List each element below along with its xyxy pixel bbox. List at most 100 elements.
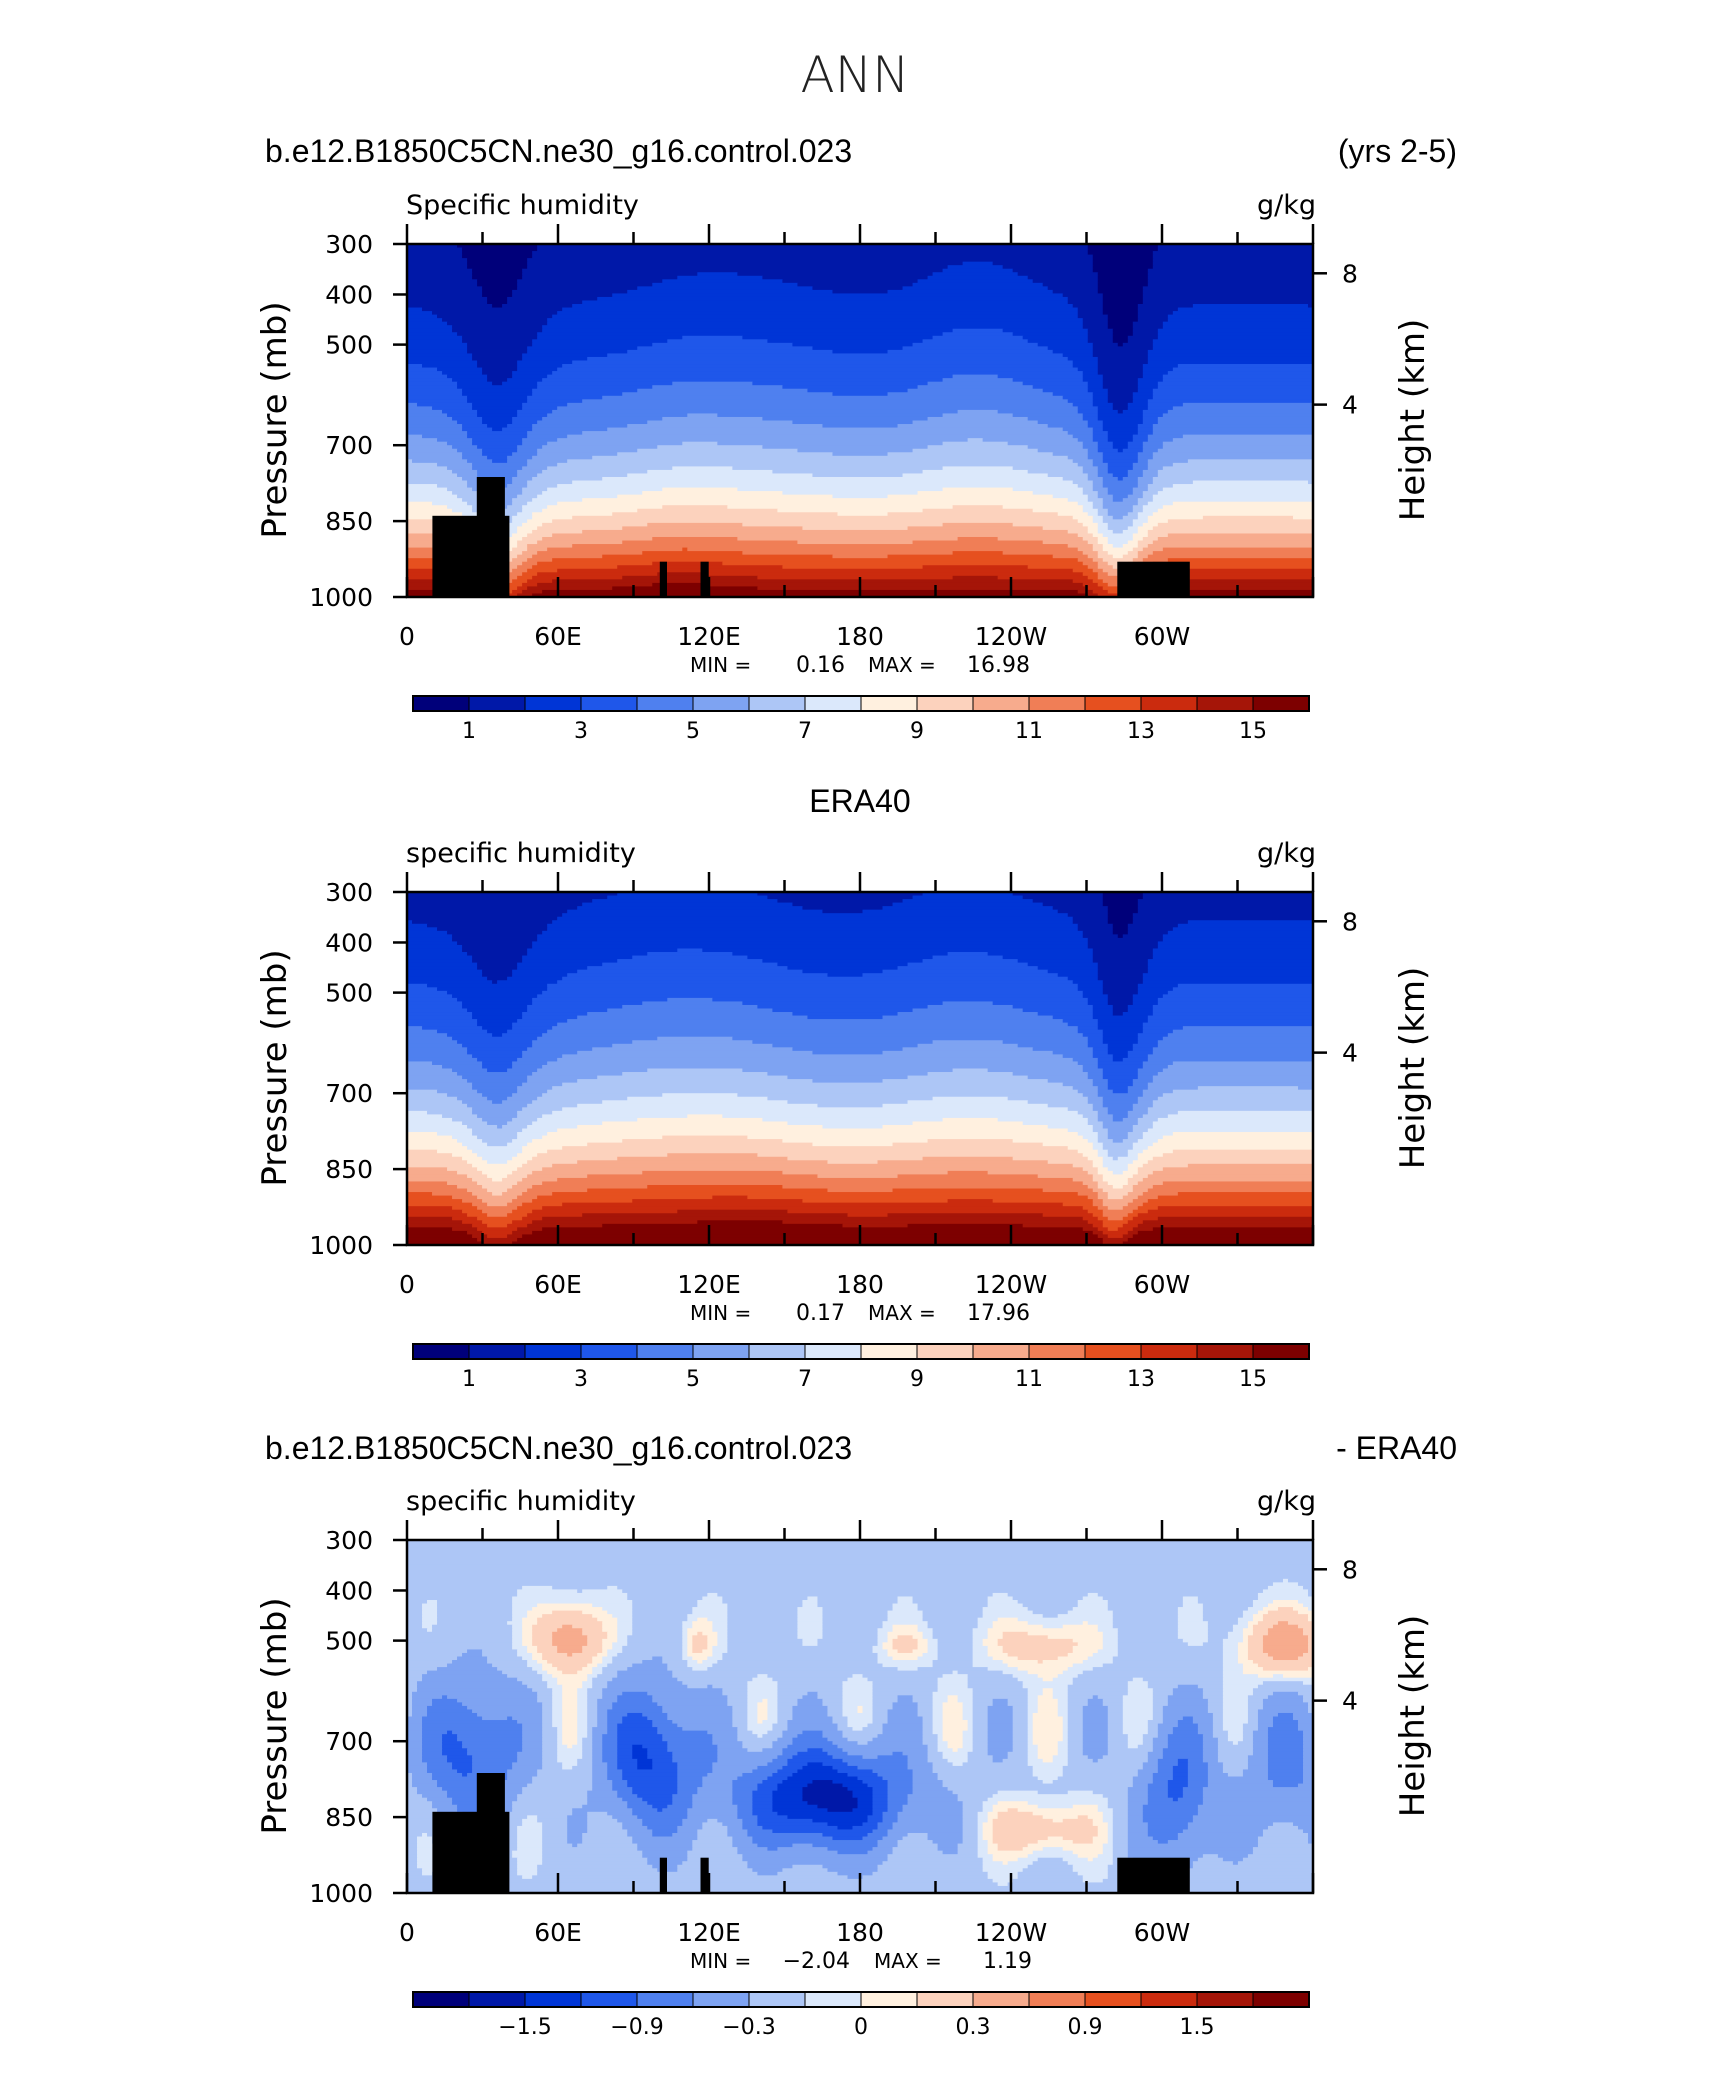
contour-cell: [407, 402, 418, 407]
contour-cell: [907, 962, 1029, 967]
contour-cell: [727, 1649, 874, 1654]
contour-cell: [927, 1748, 939, 1753]
contour-cell: [972, 1698, 994, 1703]
contour-cell: [607, 427, 1064, 432]
contour-cell: [452, 445, 478, 450]
contour-cell: [517, 565, 533, 570]
panel-header-center: ERA40: [809, 783, 910, 819]
contour-cell: [557, 438, 969, 443]
contour-cell: [1017, 1656, 1059, 1661]
contour-cell: [1017, 1600, 1079, 1605]
contour-cell: [1082, 1712, 1109, 1718]
contour-cell: [1177, 1110, 1313, 1115]
contour-cell: [792, 1716, 834, 1721]
contour-cell: [1077, 1132, 1099, 1137]
contour-cell: [527, 1645, 538, 1651]
contour-cell: [1147, 399, 1313, 404]
contour-cell: [1062, 1624, 1099, 1629]
contour-cell: [1107, 1086, 1129, 1091]
contour-cell: [1307, 480, 1313, 485]
contour-cell: [517, 1132, 548, 1137]
contour-cell: [477, 1206, 518, 1211]
contour-cell: [1107, 536, 1134, 542]
contour-cell: [677, 1780, 703, 1785]
contour-cell: [422, 1617, 438, 1622]
contour-cell: [407, 1688, 418, 1693]
contour-cell: [407, 1082, 473, 1087]
contour-cell: [957, 1850, 979, 1855]
contour-cell: [1107, 526, 1129, 531]
y-axis-label: Pressure (mb): [255, 1597, 295, 1834]
contour-cell: [467, 434, 528, 439]
contour-cell: [1092, 487, 1109, 492]
contour-cell: [472, 1192, 493, 1197]
contour-cell: [652, 561, 723, 566]
colorbar-swatch: [1252, 1991, 1310, 2008]
contour-cell: [527, 1124, 578, 1130]
contour-cell: [602, 1638, 618, 1643]
contour-cell: [1077, 314, 1109, 319]
contour-cell: [1112, 1617, 1179, 1622]
contour-cell: [457, 332, 538, 337]
contour-cell: [1147, 1174, 1313, 1179]
contour-cell: [607, 1635, 618, 1640]
contour-cell: [1102, 1146, 1134, 1151]
contour-cell: [652, 1695, 728, 1700]
contour-cell: [607, 1772, 623, 1778]
contour-cell: [1147, 1730, 1159, 1735]
contour-cell: [877, 1734, 924, 1739]
contour-cell: [612, 1645, 623, 1651]
contour-cell: [642, 1660, 663, 1665]
contour-cell: [997, 1638, 1074, 1643]
contour-cell: [1212, 1723, 1224, 1728]
contour-cell: [597, 1716, 608, 1721]
contour-cell: [1097, 445, 1114, 450]
contour-cell: [917, 1705, 934, 1711]
contour-cell: [537, 1036, 658, 1041]
contour-cell: [557, 1734, 563, 1739]
contour-cell: [992, 1829, 1099, 1834]
contour-cell: [1177, 1684, 1199, 1689]
contour-cell: [1032, 1047, 1094, 1052]
contour-cell: [872, 1709, 889, 1714]
contour-cell: [1112, 498, 1124, 503]
contour-cell: [952, 1790, 999, 1795]
contour-cell: [1152, 1712, 1164, 1718]
contour-cell: [1132, 997, 1159, 1003]
contour-cell: [1007, 1592, 1089, 1598]
contour-cell: [557, 1755, 583, 1760]
contour-cell: [632, 1614, 688, 1619]
contour-cell: [1152, 1698, 1169, 1703]
contour-cell: [652, 1765, 678, 1771]
contour-cell: [747, 1698, 763, 1703]
contour-cell: [522, 1790, 588, 1795]
contour-cell: [1242, 1614, 1254, 1619]
contour-cell: [1142, 374, 1164, 379]
contour-cell: [1157, 508, 1313, 513]
contour-cell: [482, 1170, 513, 1175]
contour-cell: [1127, 1008, 1154, 1013]
contour-cell: [1102, 1033, 1139, 1038]
contour-cell: [422, 1730, 448, 1735]
contour-cell: [552, 1110, 1079, 1115]
contour-cell: [877, 1822, 894, 1827]
contour-cell: [1107, 1043, 1134, 1048]
contour-cell: [1222, 1727, 1244, 1732]
contour-cell: [412, 459, 468, 464]
contour-cell: [1107, 388, 1139, 393]
contour-cell: [1132, 325, 1164, 330]
contour-cell: [407, 1100, 463, 1105]
contour-cell: [797, 1621, 824, 1626]
y-axis-label: Pressure (mb): [255, 949, 295, 1186]
contour-cell: [517, 1720, 543, 1725]
contour-cell: [1087, 1040, 1104, 1045]
contour-cell: [407, 406, 433, 411]
contour-cell: [407, 1772, 413, 1778]
contour-cell: [407, 1744, 423, 1749]
contour-cell: [502, 1780, 533, 1785]
contour-cell: [1102, 1230, 1129, 1236]
contour-cell: [1267, 1628, 1304, 1633]
contour-cell: [537, 1695, 553, 1700]
contour-cell: [1127, 1808, 1144, 1813]
